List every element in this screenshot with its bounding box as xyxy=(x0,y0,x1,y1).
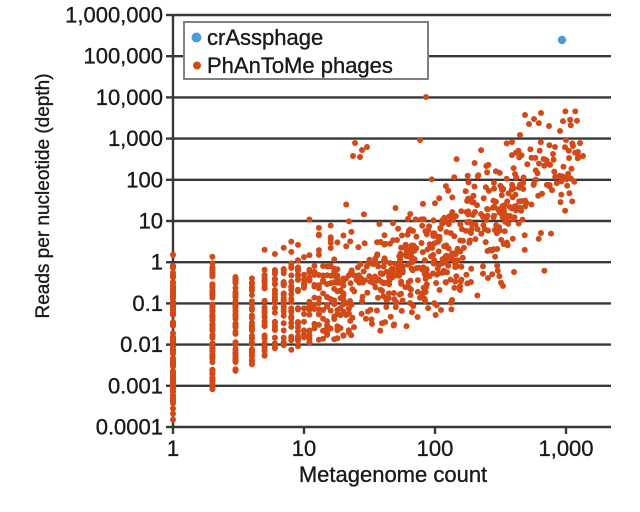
svg-text:crAssphage: crAssphage xyxy=(207,25,323,50)
svg-text:10: 10 xyxy=(139,209,163,234)
svg-text:Metagenome count: Metagenome count xyxy=(299,462,487,487)
svg-text:100: 100 xyxy=(126,167,163,192)
svg-text:1: 1 xyxy=(151,250,163,275)
svg-text:0.0001: 0.0001 xyxy=(96,415,163,440)
svg-text:100,000: 100,000 xyxy=(83,44,163,69)
svg-text:1,000: 1,000 xyxy=(108,126,163,151)
svg-text:PhAnToMe phages: PhAnToMe phages xyxy=(207,53,393,78)
svg-text:10: 10 xyxy=(292,436,316,461)
svg-text:1: 1 xyxy=(167,436,179,461)
svg-text:0.001: 0.001 xyxy=(108,373,163,398)
svg-text:1,000,000: 1,000,000 xyxy=(65,3,163,28)
svg-text:0.01: 0.01 xyxy=(120,332,163,357)
svg-text:100: 100 xyxy=(417,436,454,461)
svg-text:0.1: 0.1 xyxy=(132,291,163,316)
svg-text:Reads per nucleotide (depth): Reads per nucleotide (depth) xyxy=(33,73,54,318)
svg-text:10,000: 10,000 xyxy=(96,85,163,110)
svg-text:1,000: 1,000 xyxy=(538,436,593,461)
